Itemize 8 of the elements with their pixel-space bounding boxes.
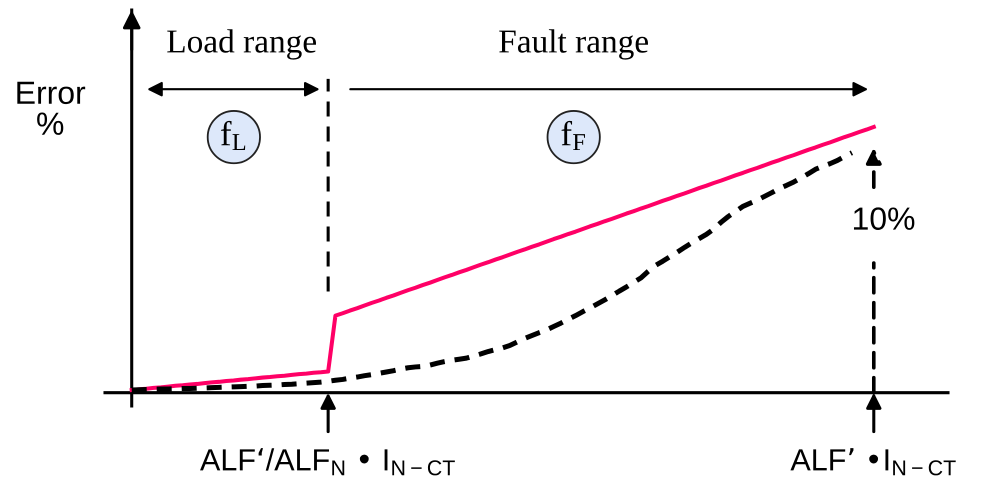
annotation: f$_{F}$ — [562, 120, 585, 150]
y-axis-title: Error % — [17, 82, 86, 135]
text: Load range — [167, 29, 316, 60]
x-tick-label: ALF‘/ALF$_{N}$ • I$_{N−CT}$ — [200, 448, 455, 476]
annotation: 10% — [854, 207, 914, 230]
x-tick-label: ALF’ •I$_{N−CT}$ — [790, 448, 956, 476]
text: Fault range — [499, 29, 648, 60]
annotation: f$_{L}$ — [221, 120, 246, 150]
